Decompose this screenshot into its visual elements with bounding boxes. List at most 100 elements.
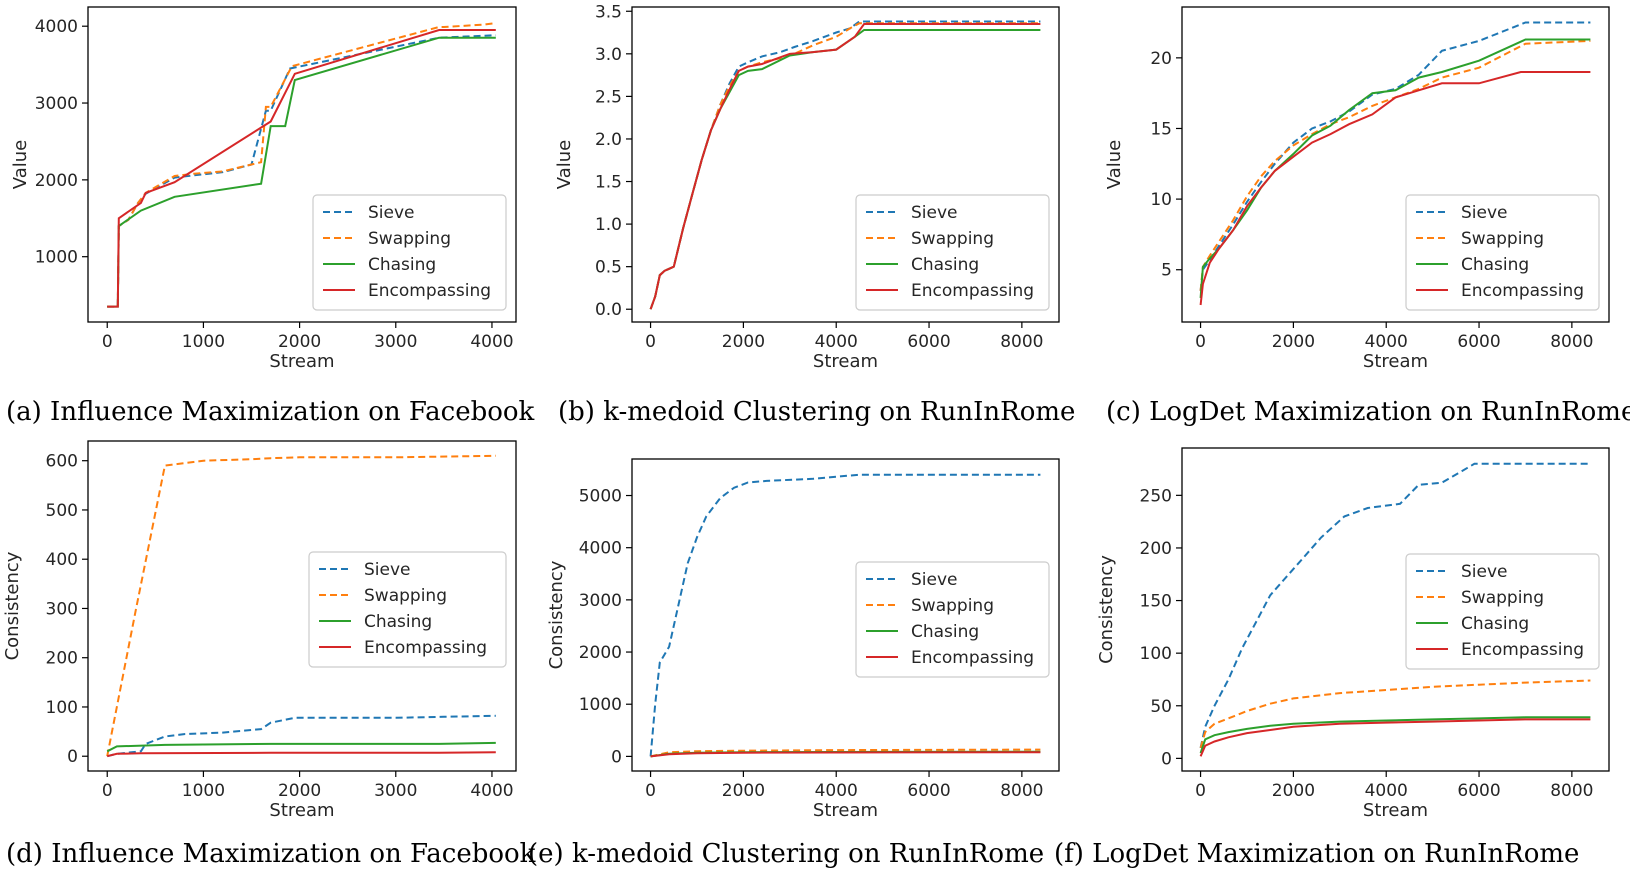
y-tick-label: 600 — [46, 452, 78, 472]
legend-box — [855, 194, 1050, 311]
y-tick-label: 1.0 — [595, 215, 622, 235]
panel-caption: (a) Influence Maximization on Facebook — [6, 397, 535, 427]
legend-label-encompassing: Encompassing — [364, 638, 487, 658]
legend: Sieve Swapping Chasing Encompassing — [312, 194, 507, 311]
legend: Sieve Swapping Chasing Encompassing — [1405, 553, 1600, 670]
x-tick-label: 4000 — [815, 332, 858, 352]
legend-label-encompassing: Encompassing — [368, 281, 491, 301]
x-tick-label: 2000 — [278, 332, 321, 352]
legend-label-swapping: Swapping — [364, 586, 447, 606]
y-tick-label: 2000 — [35, 171, 78, 191]
plot-frame — [87, 440, 517, 772]
x-axis-label: Stream — [1363, 351, 1428, 372]
y-tick-label: 100 — [46, 698, 78, 718]
y-tick-label: 15 — [1150, 119, 1172, 139]
legend-label-chasing: Chasing — [1461, 614, 1529, 634]
x-tick-label: 6000 — [907, 781, 950, 801]
legend-label-sieve: Sieve — [911, 570, 958, 590]
y-tick-label: 50 — [1150, 697, 1172, 717]
plot-frame — [1181, 447, 1610, 772]
y-tick-label: 1000 — [579, 695, 622, 715]
y-tick-label: 500 — [46, 501, 78, 521]
legend-label-encompassing: Encompassing — [1461, 281, 1584, 301]
plot-frame — [631, 458, 1060, 772]
series-line-chasing — [106, 741, 496, 753]
y-tick-label: 0 — [67, 747, 78, 767]
y-tick-label: 1.5 — [595, 173, 622, 193]
y-tick-label: 2000 — [579, 643, 622, 663]
x-tick-label: 3000 — [374, 781, 417, 801]
x-tick-label: 2000 — [722, 781, 765, 801]
x-tick-label: 0 — [645, 781, 656, 801]
x-tick-label: 2000 — [722, 332, 765, 352]
y-tick-label: 200 — [1140, 539, 1172, 559]
x-tick-label: 2000 — [1272, 332, 1315, 352]
series-line-swapping — [106, 454, 496, 757]
series-line-sieve — [1199, 21, 1591, 292]
y-tick-label: 4000 — [35, 17, 78, 37]
y-tick-label: 2.5 — [595, 87, 622, 107]
legend-label-chasing: Chasing — [368, 255, 436, 275]
x-tick-label: 0 — [645, 332, 656, 352]
y-axis-label: Value — [554, 140, 575, 189]
x-tick-label: 2000 — [278, 781, 321, 801]
x-tick-label: 0 — [1195, 332, 1206, 352]
y-axis-label: Value — [1104, 140, 1125, 189]
x-tick-label: 1000 — [182, 332, 225, 352]
x-tick-label: 6000 — [907, 332, 950, 352]
legend-label-swapping: Swapping — [1461, 588, 1544, 608]
y-tick-label: 150 — [1140, 592, 1172, 612]
legend-box — [308, 551, 507, 668]
chart-panel-2: 0 2000 4000 6000 8000 0.0 0.5 1.0 1.5 2.0 2.5 3.0 3.… — [554, 2, 1075, 427]
y-tick-label: 3000 — [35, 94, 78, 114]
y-tick-label: 20 — [1150, 49, 1172, 69]
legend-label-sieve: Sieve — [368, 203, 415, 223]
y-tick-label: 0.0 — [595, 300, 622, 320]
series-line-encompassing — [1199, 718, 1591, 757]
legend-label-swapping: Swapping — [911, 229, 994, 249]
legend-label-encompassing: Encompassing — [911, 281, 1034, 301]
y-tick-label: 5 — [1161, 261, 1172, 281]
plot-frame — [1181, 6, 1610, 323]
y-tick-label: 0 — [611, 747, 622, 767]
series-line-sieve — [107, 34, 496, 308]
x-tick-label: 8000 — [1000, 781, 1043, 801]
x-axis-label: Stream — [269, 351, 334, 372]
x-tick-label: 4000 — [470, 332, 513, 352]
y-tick-label: 5000 — [579, 487, 622, 507]
plot-frame — [631, 6, 1060, 323]
y-tick-label: 1000 — [35, 248, 78, 268]
series-line-sieve — [1199, 462, 1591, 749]
legend-label-chasing: Chasing — [911, 255, 979, 275]
y-tick-label: 0.5 — [595, 258, 622, 278]
y-tick-label: 250 — [1140, 486, 1172, 506]
legend-label-sieve: Sieve — [1461, 562, 1508, 582]
chart-panel-5: 0 2000 4000 6000 8000 0 1000 2000 3000 4000 5000 St… — [528, 458, 1060, 869]
x-tick-label: 2000 — [1272, 781, 1315, 801]
panel-caption: (c) LogDet Maximization on RunInRome — [1106, 397, 1630, 427]
x-tick-label: 8000 — [1000, 332, 1043, 352]
x-axis-label: Stream — [1363, 800, 1428, 821]
panel-caption: (f) LogDet Maximization on RunInRome — [1054, 839, 1579, 869]
x-tick-label: 0 — [102, 781, 113, 801]
panel-caption: (e) k-medoid Clustering on RunInRome — [528, 839, 1044, 869]
y-tick-label: 4000 — [579, 539, 622, 559]
plot-frame — [87, 6, 517, 323]
series-line-chasing — [1199, 716, 1591, 754]
series-line-sieve — [649, 473, 1041, 757]
legend-label-swapping: Swapping — [1461, 229, 1544, 249]
series-line-encompassing — [1199, 71, 1591, 306]
series-line-swapping — [1199, 39, 1591, 291]
series-line-encompassing — [650, 751, 1041, 758]
legend-box — [1405, 194, 1600, 311]
y-tick-label: 200 — [46, 649, 78, 669]
legend-box — [1405, 553, 1600, 670]
x-tick-label: 4000 — [1365, 332, 1408, 352]
x-tick-label: 8000 — [1550, 332, 1593, 352]
x-tick-label: 6000 — [1457, 332, 1500, 352]
y-tick-label: 3000 — [579, 591, 622, 611]
legend: Sieve Swapping Chasing Encompassing — [308, 551, 507, 668]
y-axis-label: Value — [10, 140, 31, 189]
series-line-encompassing — [649, 23, 1041, 310]
